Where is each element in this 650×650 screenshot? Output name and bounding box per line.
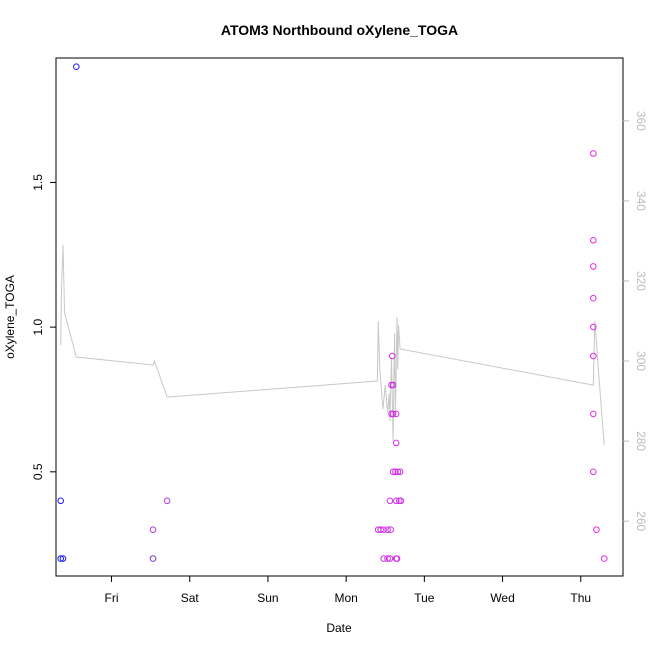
data-point [593, 526, 600, 534]
y-axis-label: oXylene_TOGA [3, 275, 17, 359]
x-tick-label: Sat [181, 591, 200, 605]
y2-tick-label: 340 [634, 191, 648, 211]
data-point [392, 497, 400, 505]
secondary-series-line [60, 244, 605, 446]
data-point [149, 555, 157, 562]
y2-tick-label: 280 [634, 431, 648, 451]
data-point [59, 555, 67, 562]
x-tick-label: Sun [257, 591, 278, 605]
y2-tick-label: 260 [634, 511, 648, 531]
data-point [392, 410, 400, 418]
data-point [590, 150, 597, 157]
data-point [57, 555, 65, 562]
y-axis: 0.5 1.0 1.5 [31, 174, 56, 480]
data-point [380, 526, 388, 534]
y-tick-label: 1.0 [31, 318, 45, 335]
data-point [387, 526, 395, 534]
data-point [163, 497, 171, 505]
data-point [396, 468, 404, 476]
data-point [590, 410, 597, 418]
data-point [384, 555, 391, 562]
x-axis-label: Date [326, 621, 352, 635]
y2-tick-label: 320 [634, 271, 648, 291]
data-point [386, 497, 394, 505]
data-point [600, 555, 608, 562]
data-point [392, 439, 400, 447]
data-point [389, 381, 397, 389]
x-tick-label: Thu [570, 591, 591, 605]
data-point [149, 526, 157, 534]
data-point [590, 263, 597, 270]
data-point [73, 63, 80, 70]
data-point [590, 468, 597, 476]
data-point [389, 410, 397, 418]
x-axis: Fri Sat Sun Mon Tue Wed Thu [105, 576, 591, 605]
data-point [392, 468, 399, 476]
x-tick-label: Tue [414, 591, 435, 605]
y-tick-label: 0.5 [31, 463, 45, 480]
x-tick-label: Mon [334, 591, 357, 605]
data-point [386, 555, 394, 562]
data-point [57, 497, 65, 505]
y2-tick-label: 300 [634, 351, 648, 371]
data-point [394, 468, 402, 476]
y2-tick-label: 360 [634, 111, 648, 131]
data-point [377, 526, 384, 534]
data-point [384, 526, 391, 534]
y-tick-label: 1.5 [31, 174, 45, 191]
y2-axis: 260 280 300 320 340 360 [623, 111, 648, 531]
plot-box [55, 57, 624, 577]
data-point [590, 352, 597, 360]
data-point [389, 468, 397, 476]
chart-title: ATOM3 Northbound oXylene_TOGA [221, 22, 458, 38]
data-point [590, 237, 597, 244]
data-point [389, 352, 396, 360]
data-point [590, 294, 597, 302]
x-tick-label: Fri [105, 591, 119, 605]
points-layer [57, 63, 608, 562]
secondary-line-layer [60, 244, 605, 446]
data-point [397, 497, 405, 505]
data-point [393, 555, 401, 562]
data-point [590, 323, 597, 331]
x-tick-label: Wed [490, 591, 514, 605]
data-point [380, 555, 388, 562]
